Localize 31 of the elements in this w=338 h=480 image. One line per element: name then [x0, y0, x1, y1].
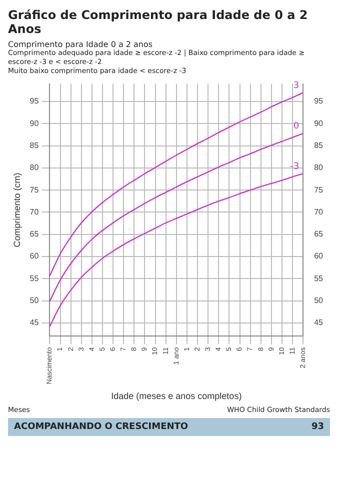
y-tick-label: 55 — [30, 274, 40, 283]
y-tick-label: 60 — [30, 252, 40, 261]
y2-tick-label: 75 — [314, 185, 324, 194]
y2-tick-label: 45 — [314, 318, 324, 328]
y2-tick-label: 55 — [314, 274, 324, 283]
y2-tick-label: 60 — [314, 252, 324, 261]
y-axis-title: Comprimento (cm) — [12, 172, 22, 248]
y-tick-label: 45 — [30, 318, 40, 328]
y-tick-label: 90 — [30, 118, 40, 128]
y2-tick-label: 70 — [314, 207, 324, 216]
x-axis-title: Idade (meses e anos completos) — [111, 391, 242, 402]
chart-title: Gráfico de Comprimento para Idade de 0 a 2 Anos — [8, 8, 309, 36]
series-label: -3 — [290, 162, 300, 172]
y-tick-label: 50 — [30, 296, 40, 306]
y2-tick-label: 95 — [314, 96, 324, 106]
y-tick-label: 85 — [30, 141, 40, 150]
y2-tick-label: 85 — [314, 141, 324, 150]
y-tick-label: 80 — [30, 163, 40, 172]
y2-tick-label: 50 — [314, 296, 324, 306]
text: ACOMPANHANDO O CRESCIMENTO — [14, 422, 188, 432]
series-label: 3 — [293, 81, 300, 91]
y-tick-label: 75 — [30, 185, 40, 194]
y2-tick-label: 90 — [314, 118, 324, 128]
y2-tick-label: 65 — [314, 230, 324, 239]
y-tick-label: 65 — [30, 230, 40, 239]
text: 93 — [311, 422, 324, 432]
y-tick-label: 70 — [30, 207, 40, 216]
y-tick-label: 95 — [30, 96, 40, 106]
series-label: 0 — [293, 122, 300, 132]
y2-tick-label: 80 — [314, 163, 324, 172]
chart-subtitle: Comprimento para Idade 0 a 2 anos — [8, 40, 154, 49]
